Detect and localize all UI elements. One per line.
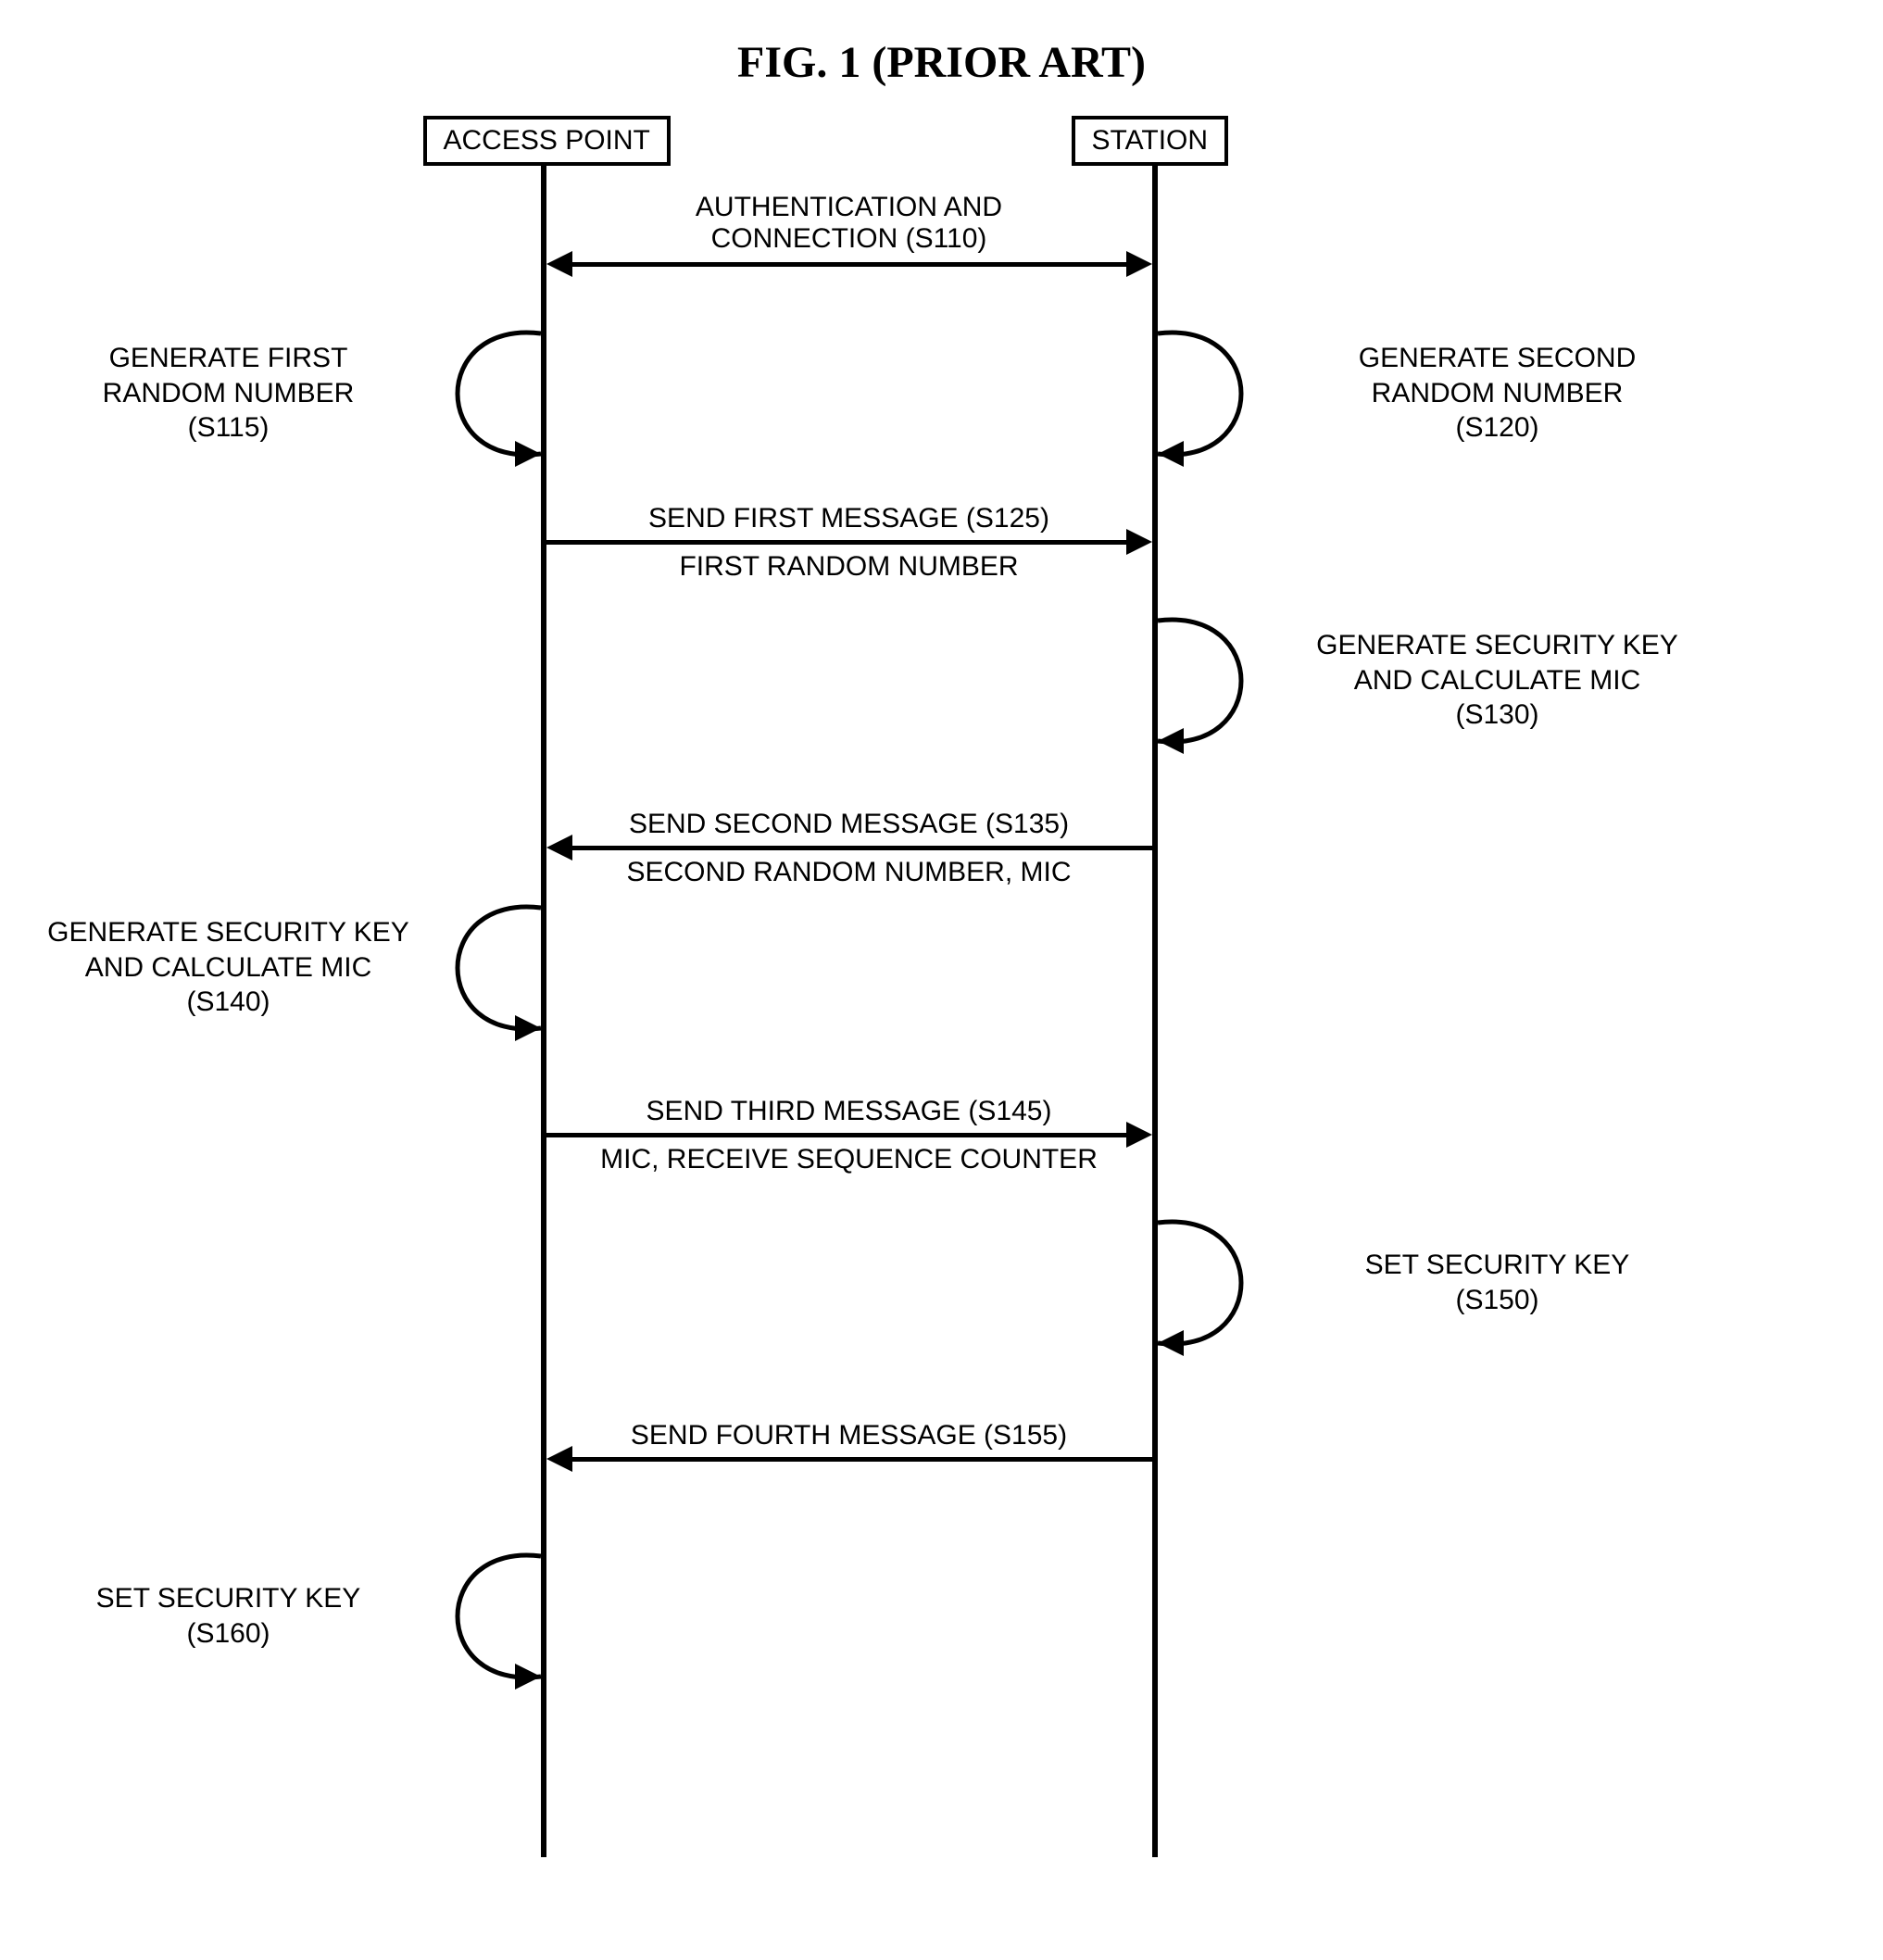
participant-access-point: ACCESS POINT	[423, 116, 671, 166]
arrow-line	[546, 540, 1126, 545]
side-note-left: SET SECURITY KEY(S160)	[34, 1581, 423, 1651]
side-note-right: SET SECURITY KEY(S150)	[1275, 1248, 1720, 1317]
participant-station: STATION	[1072, 116, 1229, 166]
message-label: SEND THIRD MESSAGE (S145)	[571, 1096, 1127, 1127]
message-sublabel: MIC, RECEIVE SEQUENCE COUNTER	[553, 1144, 1146, 1175]
self-loop-icon	[411, 1538, 541, 1695]
arrow-line	[546, 1133, 1126, 1137]
side-note-right: GENERATE SECURITY KEYAND CALCULATE MIC(S…	[1275, 628, 1720, 733]
self-loop-icon	[1158, 602, 1287, 760]
arrow-line	[572, 262, 1126, 267]
self-loop-icon	[1158, 315, 1287, 472]
arrow-line	[572, 1457, 1152, 1462]
arrowhead-left-icon	[546, 1446, 572, 1472]
arrowhead-left-icon	[546, 251, 572, 277]
side-note-left: GENERATE FIRSTRANDOM NUMBER(S115)	[34, 341, 423, 446]
self-loop-icon	[1158, 1204, 1287, 1362]
message-label: AUTHENTICATION ANDCONNECTION (S110)	[571, 192, 1127, 255]
message-label: SEND FIRST MESSAGE (S125)	[571, 503, 1127, 534]
message-label: SEND FOURTH MESSAGE (S155)	[571, 1420, 1127, 1451]
arrow-line	[572, 846, 1152, 850]
lifeline-access-point	[541, 162, 546, 1857]
message-sublabel: SECOND RANDOM NUMBER, MIC	[553, 857, 1146, 888]
side-note-right: GENERATE SECONDRANDOM NUMBER(S120)	[1275, 341, 1720, 446]
side-note-left: GENERATE SECURITY KEYAND CALCULATE MIC(S…	[34, 915, 423, 1020]
message-label: SEND SECOND MESSAGE (S135)	[571, 809, 1127, 840]
self-loop-icon	[411, 889, 541, 1047]
figure-title: FIG. 1 (PRIOR ART)	[37, 37, 1846, 88]
self-loop-icon	[411, 315, 541, 472]
message-sublabel: FIRST RANDOM NUMBER	[553, 551, 1146, 583]
sequence-diagram: ACCESS POINT STATION AUTHENTICATION ANDCON…	[108, 116, 1776, 1876]
arrowhead-right-icon	[1126, 251, 1152, 277]
